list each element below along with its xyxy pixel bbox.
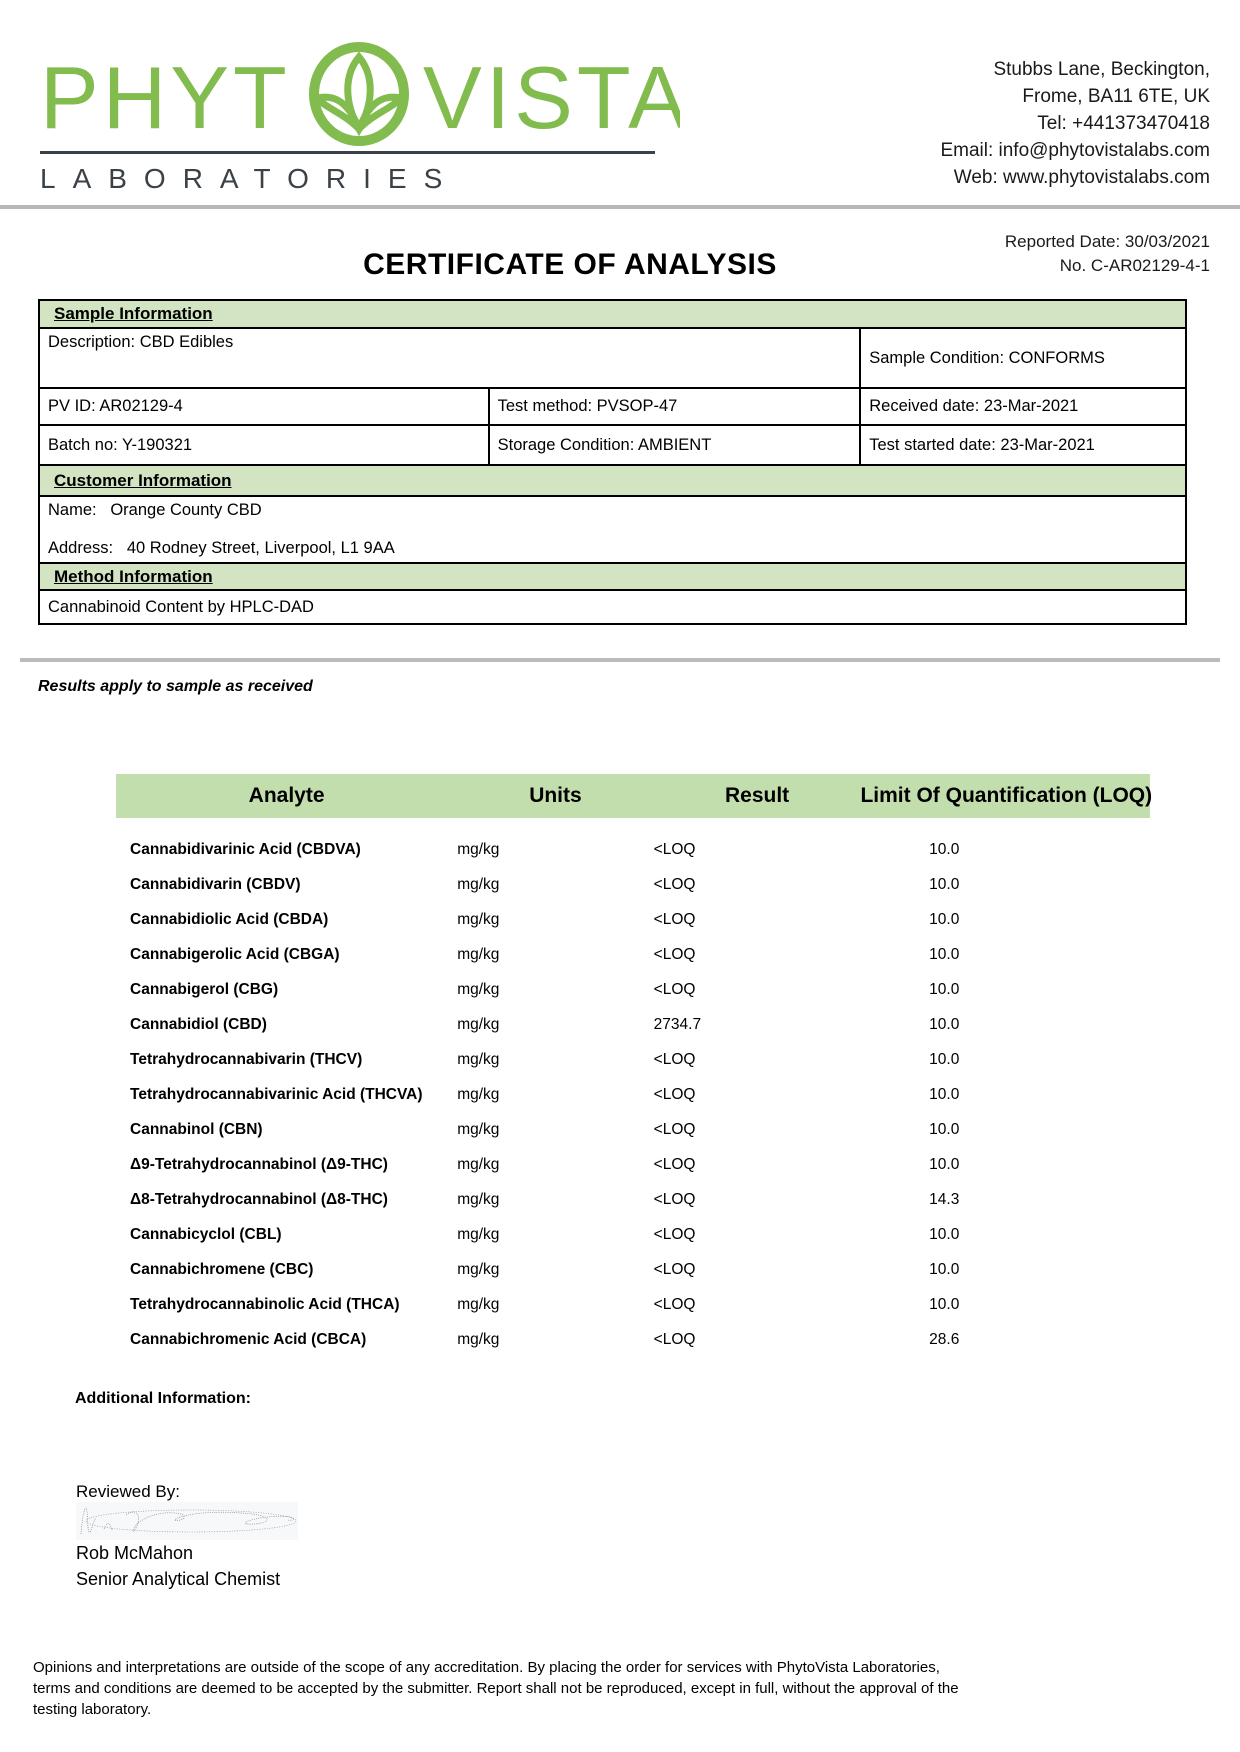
svg-text:PHYT: PHYT [40,48,291,147]
